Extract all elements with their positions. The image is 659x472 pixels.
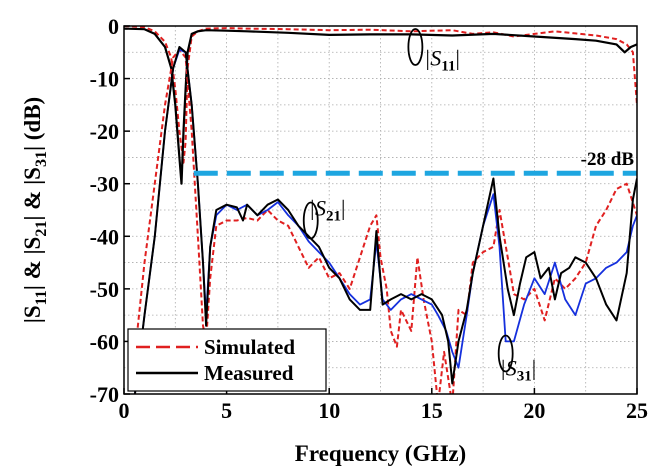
x-tick-label-15: 15 [421,398,443,423]
y-tick-label-0: 0 [108,14,119,39]
legend-measured-label: Measured [204,361,294,385]
series-line-0 [124,26,637,164]
annotation-close-s31: | [532,356,536,381]
annotation-sub-s11: 11 [441,58,455,74]
x-tick-label-10: 10 [318,398,340,423]
y-axis-ticks: 0 -10 -20 -30 -40 -50 -60 -70 [90,14,130,407]
legend: Simulated Measured [127,328,327,392]
annotation-close-s11: | [455,45,459,70]
y-tick-label--50: -50 [90,277,119,302]
y-tick-label--60: -60 [90,329,119,354]
x-tick-label-20: 20 [523,398,545,423]
y-tick-label--20: -20 [90,119,119,144]
annotation-base-s31: |S [500,356,517,381]
series-line-2 [129,48,637,394]
legend-box [127,328,327,392]
legend-simulated-label: Simulated [204,335,295,359]
y-label-part-1: |S [20,305,45,323]
plot-frame [123,25,638,395]
x-tick-label-25: 25 [626,398,648,423]
series-line-1 [124,27,637,185]
annotation-ellipse-s21 [302,201,319,240]
annotation-sub-s31: 31 [517,369,532,385]
annotation-ellipse-s11 [407,28,424,66]
grid-lines [124,26,637,394]
data-series [124,26,637,394]
y-label-part-2: | & |S [20,237,45,291]
annotation-label-s21: |S21| [309,195,345,224]
annotation-base-s11: |S [424,45,441,70]
y-tick-label--10: -10 [90,67,119,92]
y-tick-label--40: -40 [90,224,119,249]
annotation-ellipse-s31 [497,334,514,373]
annotation-base-s21: |S [309,195,326,220]
annotation-label-s31: |S31| [500,356,536,385]
y-label-sub-11: 11 [33,290,50,305]
reference-line-label: -28 dB [581,149,635,170]
y-label-sub-31: 31 [33,151,50,167]
curve-annotations: |S11||S21||S31| [302,28,536,385]
y-tick-label--30: -30 [90,172,119,197]
y-label-sub-21: 21 [33,221,50,237]
y-label-part-3: | & |S [20,167,45,221]
y-label-part-4: | (dB) [20,97,45,151]
x-tick-label-5: 5 [221,398,232,423]
series-line-4 [133,46,637,394]
y-axis-label: |S11| & |S21| & |S31| (dB) [20,97,50,323]
annotation-label-s11: |S11| [424,45,460,74]
annotation-close-s21: | [341,195,345,220]
y-tick-label--70: -70 [90,382,119,407]
annotation-sub-s21: 21 [326,208,341,224]
x-axis-label: Frequency (GHz) [295,441,466,466]
x-tick-label-0: 0 [119,398,130,423]
